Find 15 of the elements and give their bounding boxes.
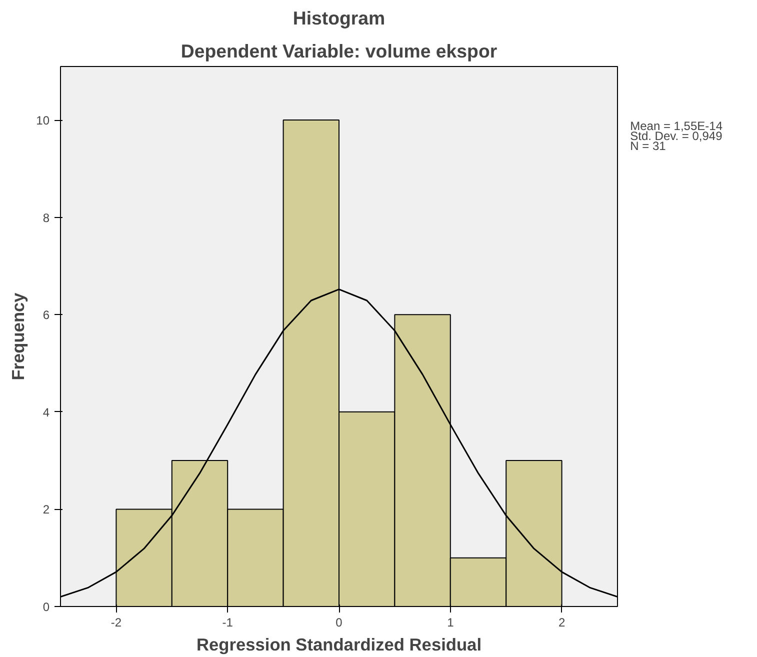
y-axis-title: Frequency — [8, 292, 28, 380]
y-tick-label: 2 — [42, 502, 50, 517]
y-tick-label: 0 — [42, 600, 50, 614]
chart-title: Histogram — [292, 8, 386, 28]
x-tick-label: -1 — [222, 616, 234, 630]
y-tick-label: 6 — [42, 308, 50, 322]
x-tick-label: 1 — [447, 616, 454, 630]
y-tick-label: 8 — [42, 210, 50, 225]
x-tick-label: 2 — [558, 616, 566, 630]
x-tick-label: -2 — [110, 616, 122, 630]
y-tick-label: 4 — [42, 405, 50, 420]
x-axis-title: Regression Standardized Residual — [196, 634, 482, 654]
x-tick-label: 0 — [336, 616, 343, 630]
chart-subtitle: Dependent Variable: volume ekspor — [180, 40, 498, 62]
y-tick-label: 10 — [36, 114, 50, 128]
